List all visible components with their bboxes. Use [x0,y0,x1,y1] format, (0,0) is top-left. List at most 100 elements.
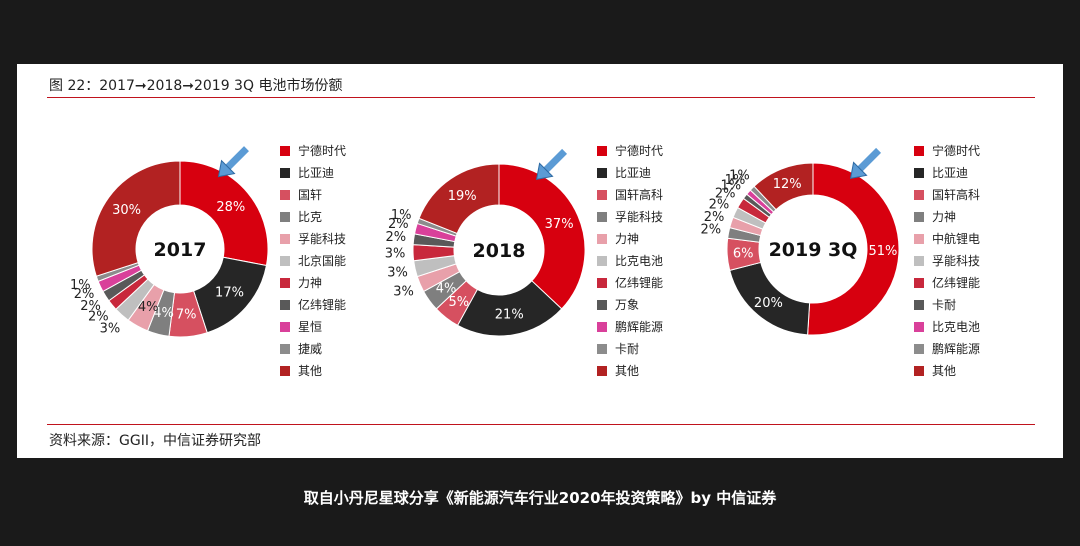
legend-swatch [280,212,290,222]
legend-swatch [914,168,924,178]
legend-label: 卡耐 [932,298,957,312]
title-rule [47,97,1035,98]
donut-charts: 28%17%7%4%4%3%2%2%2%1%30%201737%21%5%4%3… [70,146,900,338]
legend-label: 比克电池 [615,254,664,268]
legend-swatch [914,190,924,200]
legend-swatch [597,344,607,354]
legend-label: 亿纬锂能 [298,298,347,312]
legend-item: 宁德时代 [914,140,980,162]
legend-item: 比克 [280,206,346,228]
legend-item: 万象 [597,294,663,316]
legend-label: 力神 [298,276,323,290]
data-label: 3% [385,246,406,261]
legend-swatch [914,212,924,222]
legend-item: 北京国能 [280,250,346,272]
data-label: 1% [725,173,746,188]
data-label: 2% [386,230,407,245]
data-label: 4% [436,281,457,296]
legend-item: 亿纬锂能 [597,272,663,294]
legend-label: 孚能科技 [615,210,664,224]
legend-label: 比亚迪 [615,166,652,180]
data-label: 2% [701,223,722,238]
legend-label: 比克 [298,210,323,224]
legend-item: 卡耐 [597,338,663,360]
legend-item: 比亚迪 [597,162,663,184]
legend-item: 国轩高科 [597,184,663,206]
legend-label: 比亚迪 [932,166,969,180]
legend-swatch [597,146,607,156]
legend-swatch [914,256,924,266]
pie-slice [91,160,181,277]
legend-label: 宁德时代 [932,144,981,158]
legend-swatch [280,234,290,244]
legend-item: 卡耐 [914,294,980,316]
legend-item: 亿纬锂能 [914,272,980,294]
legend-swatch [280,322,290,332]
legend-swatch [597,168,607,178]
legend-label: 其他 [298,364,323,378]
data-label: 2% [704,210,725,225]
legend-swatch [280,344,290,354]
legend-item: 力神 [914,206,980,228]
data-label: 28% [216,200,245,215]
legend-swatch [280,190,290,200]
legend-label: 宁德时代 [615,144,664,158]
legend-item: 比克电池 [914,316,980,338]
legend-label: 国轩高科 [615,188,664,202]
figure-source: 资料来源：GGII，中信证券研究部 [49,433,261,449]
data-label: 21% [495,308,524,323]
legend-label: 卡耐 [615,342,640,356]
data-label: 1% [70,278,91,293]
legend-label: 孚能科技 [932,254,981,268]
data-label: 7% [176,308,197,323]
legend-item: 比亚迪 [914,162,980,184]
data-label: 2% [88,310,109,325]
data-label: 3% [100,322,121,337]
data-label: 19% [448,189,477,204]
legend-item: 亿纬锂能 [280,294,346,316]
highlight-arrow-icon [849,147,882,179]
legend-item: 孚能科技 [597,206,663,228]
legend-swatch [280,366,290,376]
data-label: 6% [733,246,754,261]
legend-swatch [597,278,607,288]
legend-item: 孚能科技 [914,250,980,272]
figure-panel: 图 22：2017➞2018➞2019 3Q 电池市场份额 28% 17% 7% 4%… [17,64,1063,458]
legend-label: 力神 [615,232,640,246]
legend-swatch [280,256,290,266]
legend-item: 孚能科技 [280,228,346,250]
legend-item: 鹏辉能源 [597,316,663,338]
chart-center-title: 2018 [473,240,526,262]
legend-label: 比克电池 [932,320,981,334]
legend-swatch [914,366,924,376]
legend-item: 宁德时代 [597,140,663,162]
data-label: 3% [393,284,414,299]
legend-swatch [280,168,290,178]
legend-swatch [914,234,924,244]
highlight-arrow-icon [217,146,249,178]
legend-label: 万象 [615,298,640,312]
data-label: 4% [138,300,159,315]
data-label: 51% [869,244,898,259]
legend-label: 国轩高科 [932,188,981,202]
image-caption: 取自小丹尼星球分享《新能源汽车行业2020年投资策略》by 中信证券 [303,489,777,507]
pie-slice [753,162,814,211]
legend-label: 其他 [932,364,957,378]
legend-swatch [597,234,607,244]
legend-label: 北京国能 [298,254,347,268]
legend-swatch [914,146,924,156]
legend-swatch [597,212,607,222]
legend-item: 力神 [280,272,346,294]
legend-item: 比亚迪 [280,162,346,184]
legend-item: 力神 [597,228,663,250]
legend-swatch [280,300,290,310]
data-label: 3% [387,266,408,281]
chart-center-title: 2017 [154,239,207,261]
data-label: 2% [715,186,736,201]
legend-label: 亿纬锂能 [615,276,664,290]
pie-slice [807,162,900,336]
legend-swatch [597,300,607,310]
data-label: 1% [729,168,750,183]
legend-label: 亿纬锂能 [932,276,981,290]
legend-item: 宁德时代 [280,140,346,162]
